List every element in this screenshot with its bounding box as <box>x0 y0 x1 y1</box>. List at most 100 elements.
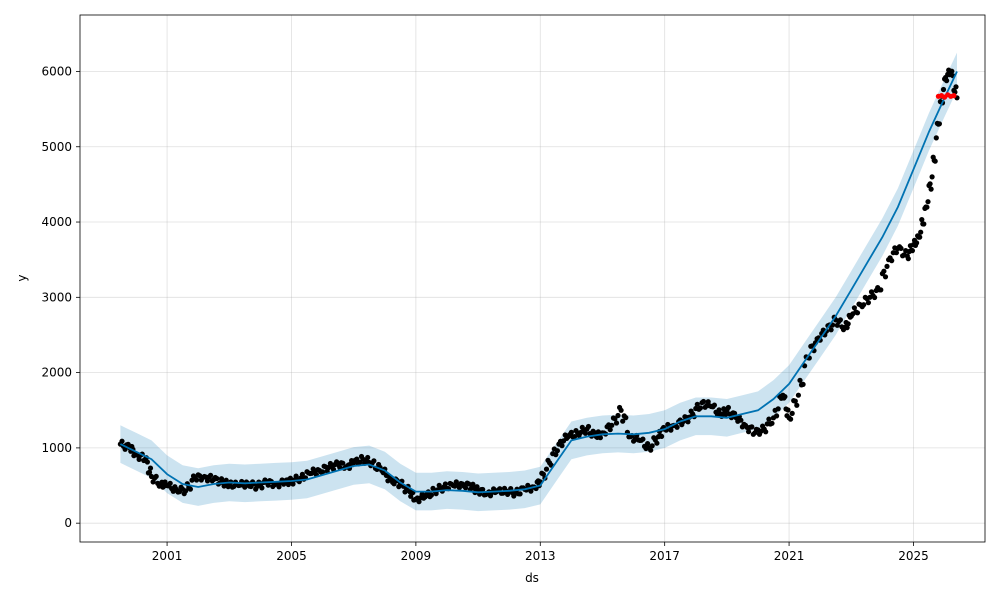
observed-point <box>697 405 704 411</box>
observed-point <box>953 84 959 90</box>
y-tick-label: 4000 <box>41 215 72 229</box>
observed-point <box>463 485 469 491</box>
observed-point <box>223 477 229 483</box>
observed-point <box>607 427 613 433</box>
observed-point <box>917 234 923 240</box>
observed-point <box>881 268 887 274</box>
observed-point <box>620 418 626 424</box>
observed-point <box>944 78 950 84</box>
observed-point <box>949 68 955 74</box>
observed-point <box>609 422 615 428</box>
observed-point <box>882 274 889 280</box>
observed-point <box>909 248 916 254</box>
y-tick-label: 1000 <box>41 441 72 455</box>
y-axis-label: y <box>15 274 29 281</box>
observed-point <box>153 473 159 479</box>
observed-point <box>766 416 772 422</box>
observed-point <box>354 456 360 462</box>
observed-point <box>554 448 561 454</box>
y-tick-label: 5000 <box>41 140 72 154</box>
observed-point <box>763 429 769 435</box>
observed-point <box>928 186 934 192</box>
observed-point <box>528 488 534 494</box>
observed-point <box>649 443 655 449</box>
x-tick-label: 2009 <box>401 549 432 563</box>
observed-point <box>340 460 346 466</box>
observed-point <box>700 398 707 405</box>
observed-point <box>921 221 927 227</box>
observed-point <box>919 217 925 223</box>
observed-point <box>543 466 550 472</box>
forecast-line-layer <box>120 71 958 494</box>
grid <box>80 15 985 542</box>
observed-point <box>795 392 802 398</box>
observed-point <box>711 402 718 408</box>
plot-area-frame <box>79 14 986 543</box>
observed-point <box>194 477 200 483</box>
observed-point <box>299 471 305 477</box>
observed-point <box>517 491 523 497</box>
observed-point <box>725 404 732 411</box>
observed-point <box>694 401 700 407</box>
observed-point <box>674 424 680 430</box>
observed-point <box>208 472 214 478</box>
observed-point <box>648 447 654 453</box>
x-axis-label: ds <box>525 571 539 585</box>
observed-point <box>845 321 851 327</box>
observed-point <box>878 287 884 293</box>
observed-point <box>861 302 867 308</box>
observed-point <box>828 327 834 333</box>
observed-point <box>144 459 150 465</box>
observed-point <box>613 420 620 426</box>
observed-point <box>293 473 299 479</box>
y-tick-label: 3000 <box>41 290 72 304</box>
observed-point <box>568 429 575 435</box>
observed-point <box>136 456 142 462</box>
y-tick-label: 0 <box>64 516 72 530</box>
observed-point <box>265 482 271 488</box>
x-tick-label: 2001 <box>152 549 183 563</box>
observed-point <box>183 488 189 494</box>
observed-point <box>187 486 193 492</box>
observed-point <box>571 434 578 440</box>
x-tick-label: 2013 <box>525 549 556 563</box>
observed-point <box>654 440 660 446</box>
observed-point <box>659 433 665 439</box>
observed-point <box>242 484 248 490</box>
observed-point <box>884 263 890 269</box>
recent-point <box>951 93 957 99</box>
observed-point <box>723 411 729 417</box>
observed-point <box>623 415 629 421</box>
x-tick-label: 2021 <box>774 549 805 563</box>
observed-point <box>800 381 806 387</box>
forecast-line <box>120 71 958 494</box>
observed-point <box>854 310 861 316</box>
observed-point <box>119 438 125 444</box>
observed-point <box>371 458 377 464</box>
observed-point <box>851 305 858 311</box>
observed-point <box>685 419 691 425</box>
observed-point <box>612 416 618 422</box>
observed-point <box>259 485 265 491</box>
observed-point <box>792 398 798 404</box>
uncertainty-band-layer <box>120 52 957 512</box>
observed-point <box>927 181 933 187</box>
observed-point <box>794 402 800 408</box>
observed-point <box>290 481 296 487</box>
observed-point <box>797 377 803 383</box>
observed-point <box>940 86 947 93</box>
observed-point <box>559 443 565 449</box>
observed-point <box>914 240 920 246</box>
x-axis-ticks: 2001 2005 2009 2013 2017 2021 2025 <box>152 542 929 563</box>
observed-point <box>782 394 788 400</box>
observed-point <box>837 317 844 323</box>
observed-point <box>204 478 211 484</box>
observed-point <box>749 424 755 430</box>
observed-point <box>645 441 651 447</box>
observed-point <box>936 121 943 127</box>
observed-point <box>442 481 448 487</box>
observed-point <box>167 480 173 486</box>
observed-point <box>898 245 904 251</box>
